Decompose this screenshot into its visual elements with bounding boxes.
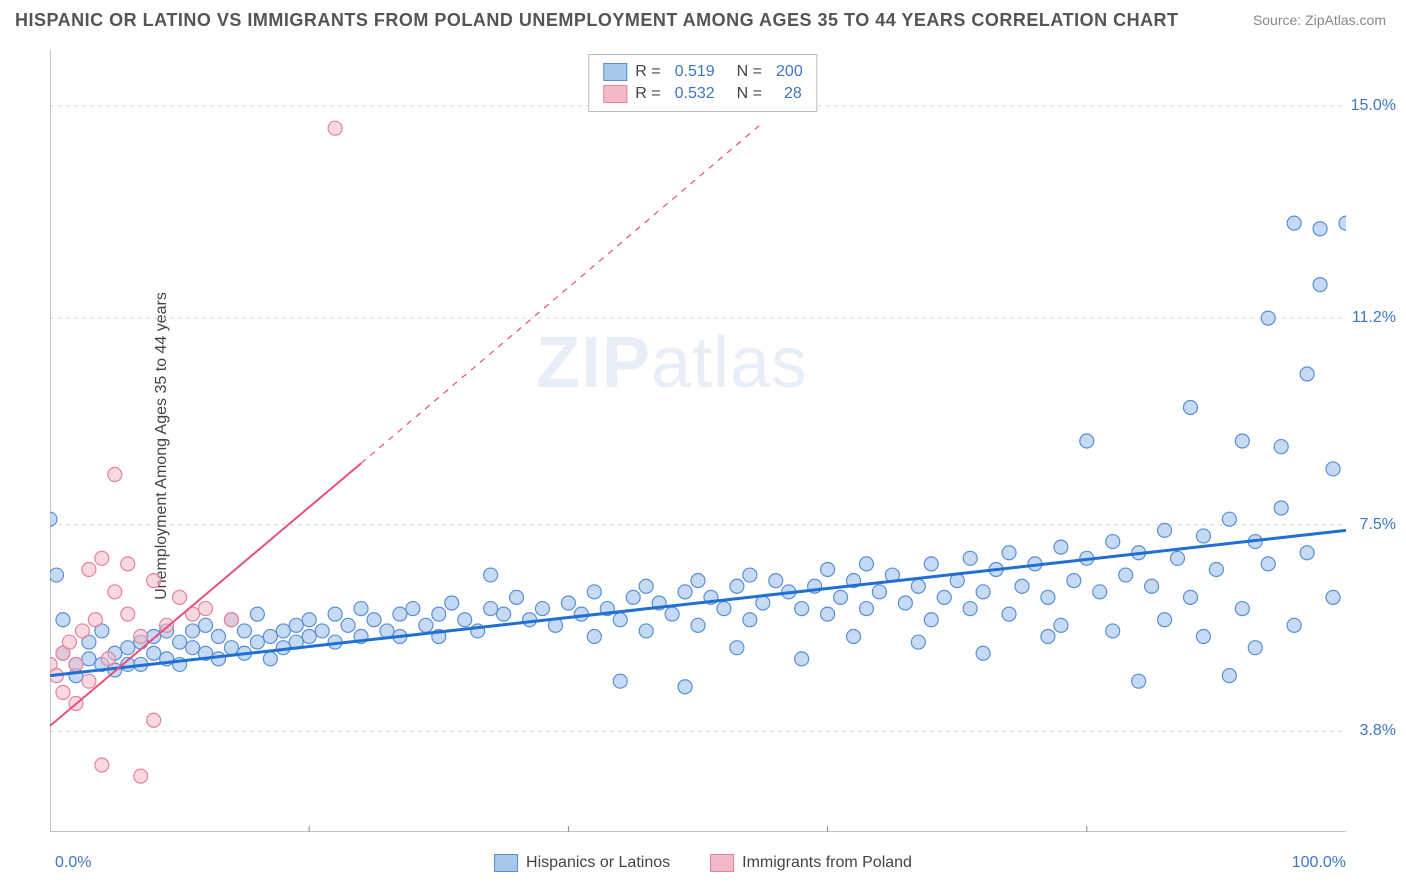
legend-label-2: Immigrants from Poland (742, 854, 912, 872)
legend-r-label-2: R = (635, 85, 660, 103)
legend-n-label-2: N = (737, 85, 762, 103)
series-legend: Hispanics or Latinos Immigrants from Pol… (494, 854, 912, 872)
legend-r-value-2: 0.532 (675, 85, 715, 103)
correlation-legend: R = 0.519 N = 200 R = 0.532 N = 28 (588, 54, 817, 112)
legend-label-1: Hispanics or Latinos (526, 854, 670, 872)
legend-n-value-1: 200 (776, 63, 803, 81)
legend-r-value-1: 0.519 (675, 63, 715, 81)
legend-item-1: Hispanics or Latinos (494, 854, 670, 872)
y-tick-label: 3.8% (1360, 722, 1396, 740)
x-axis-min-label: 0.0% (55, 854, 91, 872)
y-tick-label: 11.2% (1352, 309, 1396, 327)
legend-r-label-1: R = (635, 63, 660, 81)
y-tick-label: 7.5% (1360, 516, 1396, 534)
chart-title: HISPANIC OR LATINO VS IMMIGRANTS FROM PO… (15, 10, 1179, 31)
swatch-series-2 (603, 85, 627, 103)
swatch-bottom-2 (710, 854, 734, 872)
swatch-series-1 (603, 63, 627, 81)
y-tick-label: 15.0% (1351, 97, 1396, 115)
legend-item-2: Immigrants from Poland (710, 854, 912, 872)
legend-row-2: R = 0.532 N = 28 (603, 83, 802, 105)
legend-n-value-2: 28 (784, 85, 802, 103)
legend-row-1: R = 0.519 N = 200 (603, 61, 802, 83)
legend-n-label-1: N = (737, 63, 762, 81)
swatch-bottom-1 (494, 854, 518, 872)
source-attribution: Source: ZipAtlas.com (1253, 12, 1386, 28)
scatter-svg (50, 50, 1346, 832)
chart-plot-area: ZIPatlas (50, 50, 1346, 832)
x-axis-max-label: 100.0% (1292, 854, 1346, 872)
